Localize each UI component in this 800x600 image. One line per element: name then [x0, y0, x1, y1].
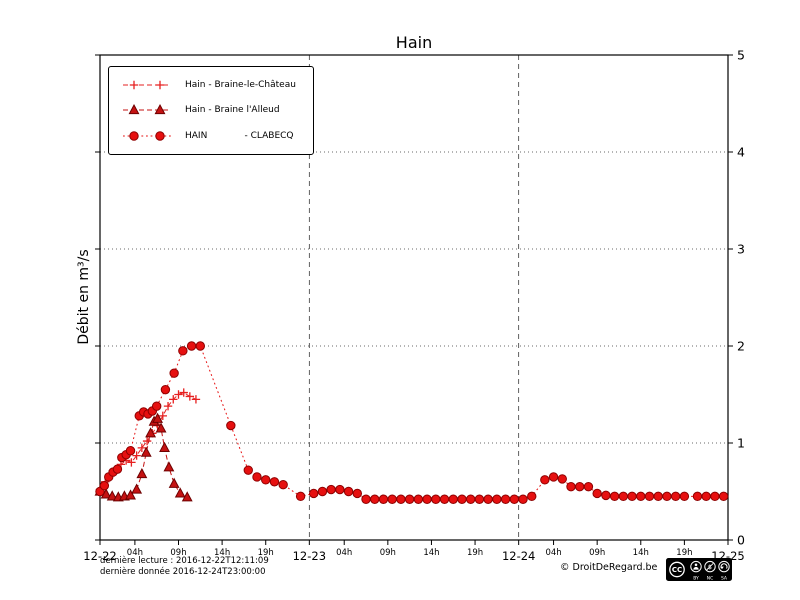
svg-text:14h: 14h: [633, 548, 649, 558]
legend-item: Hain - Braine l'Alleud: [119, 102, 303, 118]
sa-icon: SA: [718, 560, 730, 582]
svg-text:19h: 19h: [467, 548, 483, 558]
svg-text:0: 0: [737, 533, 745, 548]
svg-text:1: 1: [737, 436, 745, 451]
svg-text:BY: BY: [693, 576, 699, 582]
svg-text:2: 2: [737, 339, 745, 354]
legend-marker-triangle-icon: [123, 104, 171, 115]
legend-label: HAIN - CLABECQ: [185, 131, 294, 142]
svg-text:5: 5: [737, 48, 745, 63]
series-2: [95, 341, 729, 504]
legend-label: Hain - Braine-le-Château: [185, 79, 296, 90]
last-reading-text: dernière lecture : 2016-12-22T12:11:09: [100, 556, 269, 566]
svg-text:12-22: 12-22: [83, 549, 116, 563]
last-data-text: dernière donnée 2016-12-24T23:00:00: [100, 567, 266, 577]
legend-item: HAIN - CLABECQ: [119, 128, 303, 144]
cc-badge-plate: [666, 558, 732, 581]
footer-status: dernière lecture : 2016-12-22T12:11:09 d…: [100, 556, 269, 578]
nc-icon: $ NC: [704, 560, 716, 582]
svg-text:09h: 09h: [380, 548, 396, 558]
svg-text:12-23: 12-23: [293, 549, 326, 563]
legend-label: Hain - Braine l'Alleud: [185, 105, 280, 116]
svg-text:09h: 09h: [589, 548, 605, 558]
svg-text:04h: 04h: [545, 548, 561, 558]
svg-text:09h: 09h: [170, 548, 186, 558]
legend-item: Hain - Braine-le-Château: [119, 77, 303, 93]
by-icon: BY: [690, 560, 702, 582]
cc-icon: CC: [669, 561, 685, 578]
chart-title: Hain: [395, 33, 433, 52]
legend-marker-plus-icon: [123, 80, 171, 90]
series-1: [94, 412, 193, 502]
svg-text:14h: 14h: [423, 548, 439, 558]
svg-text:04h: 04h: [127, 548, 143, 558]
svg-text:SA: SA: [721, 576, 728, 582]
legend: Hain - Braine-le-Château Hain - Braine l…: [108, 66, 314, 155]
svg-text:19h: 19h: [676, 548, 692, 558]
svg-text:NC: NC: [707, 576, 714, 582]
cc-license-badge: CC BY $ NC SA: [666, 558, 732, 581]
svg-text:12-24: 12-24: [502, 549, 535, 563]
svg-text:4: 4: [737, 145, 745, 160]
svg-text:CC: CC: [672, 566, 682, 574]
copyright-text: © DroitDeRegard.be: [560, 562, 658, 573]
y-axis-label: Débit en m³/s: [76, 249, 92, 345]
svg-text:14h: 14h: [214, 548, 230, 558]
svg-text:3: 3: [737, 242, 745, 257]
legend-marker-circle-icon: [123, 131, 171, 141]
svg-text:04h: 04h: [336, 548, 352, 558]
svg-text:19h: 19h: [258, 548, 274, 558]
